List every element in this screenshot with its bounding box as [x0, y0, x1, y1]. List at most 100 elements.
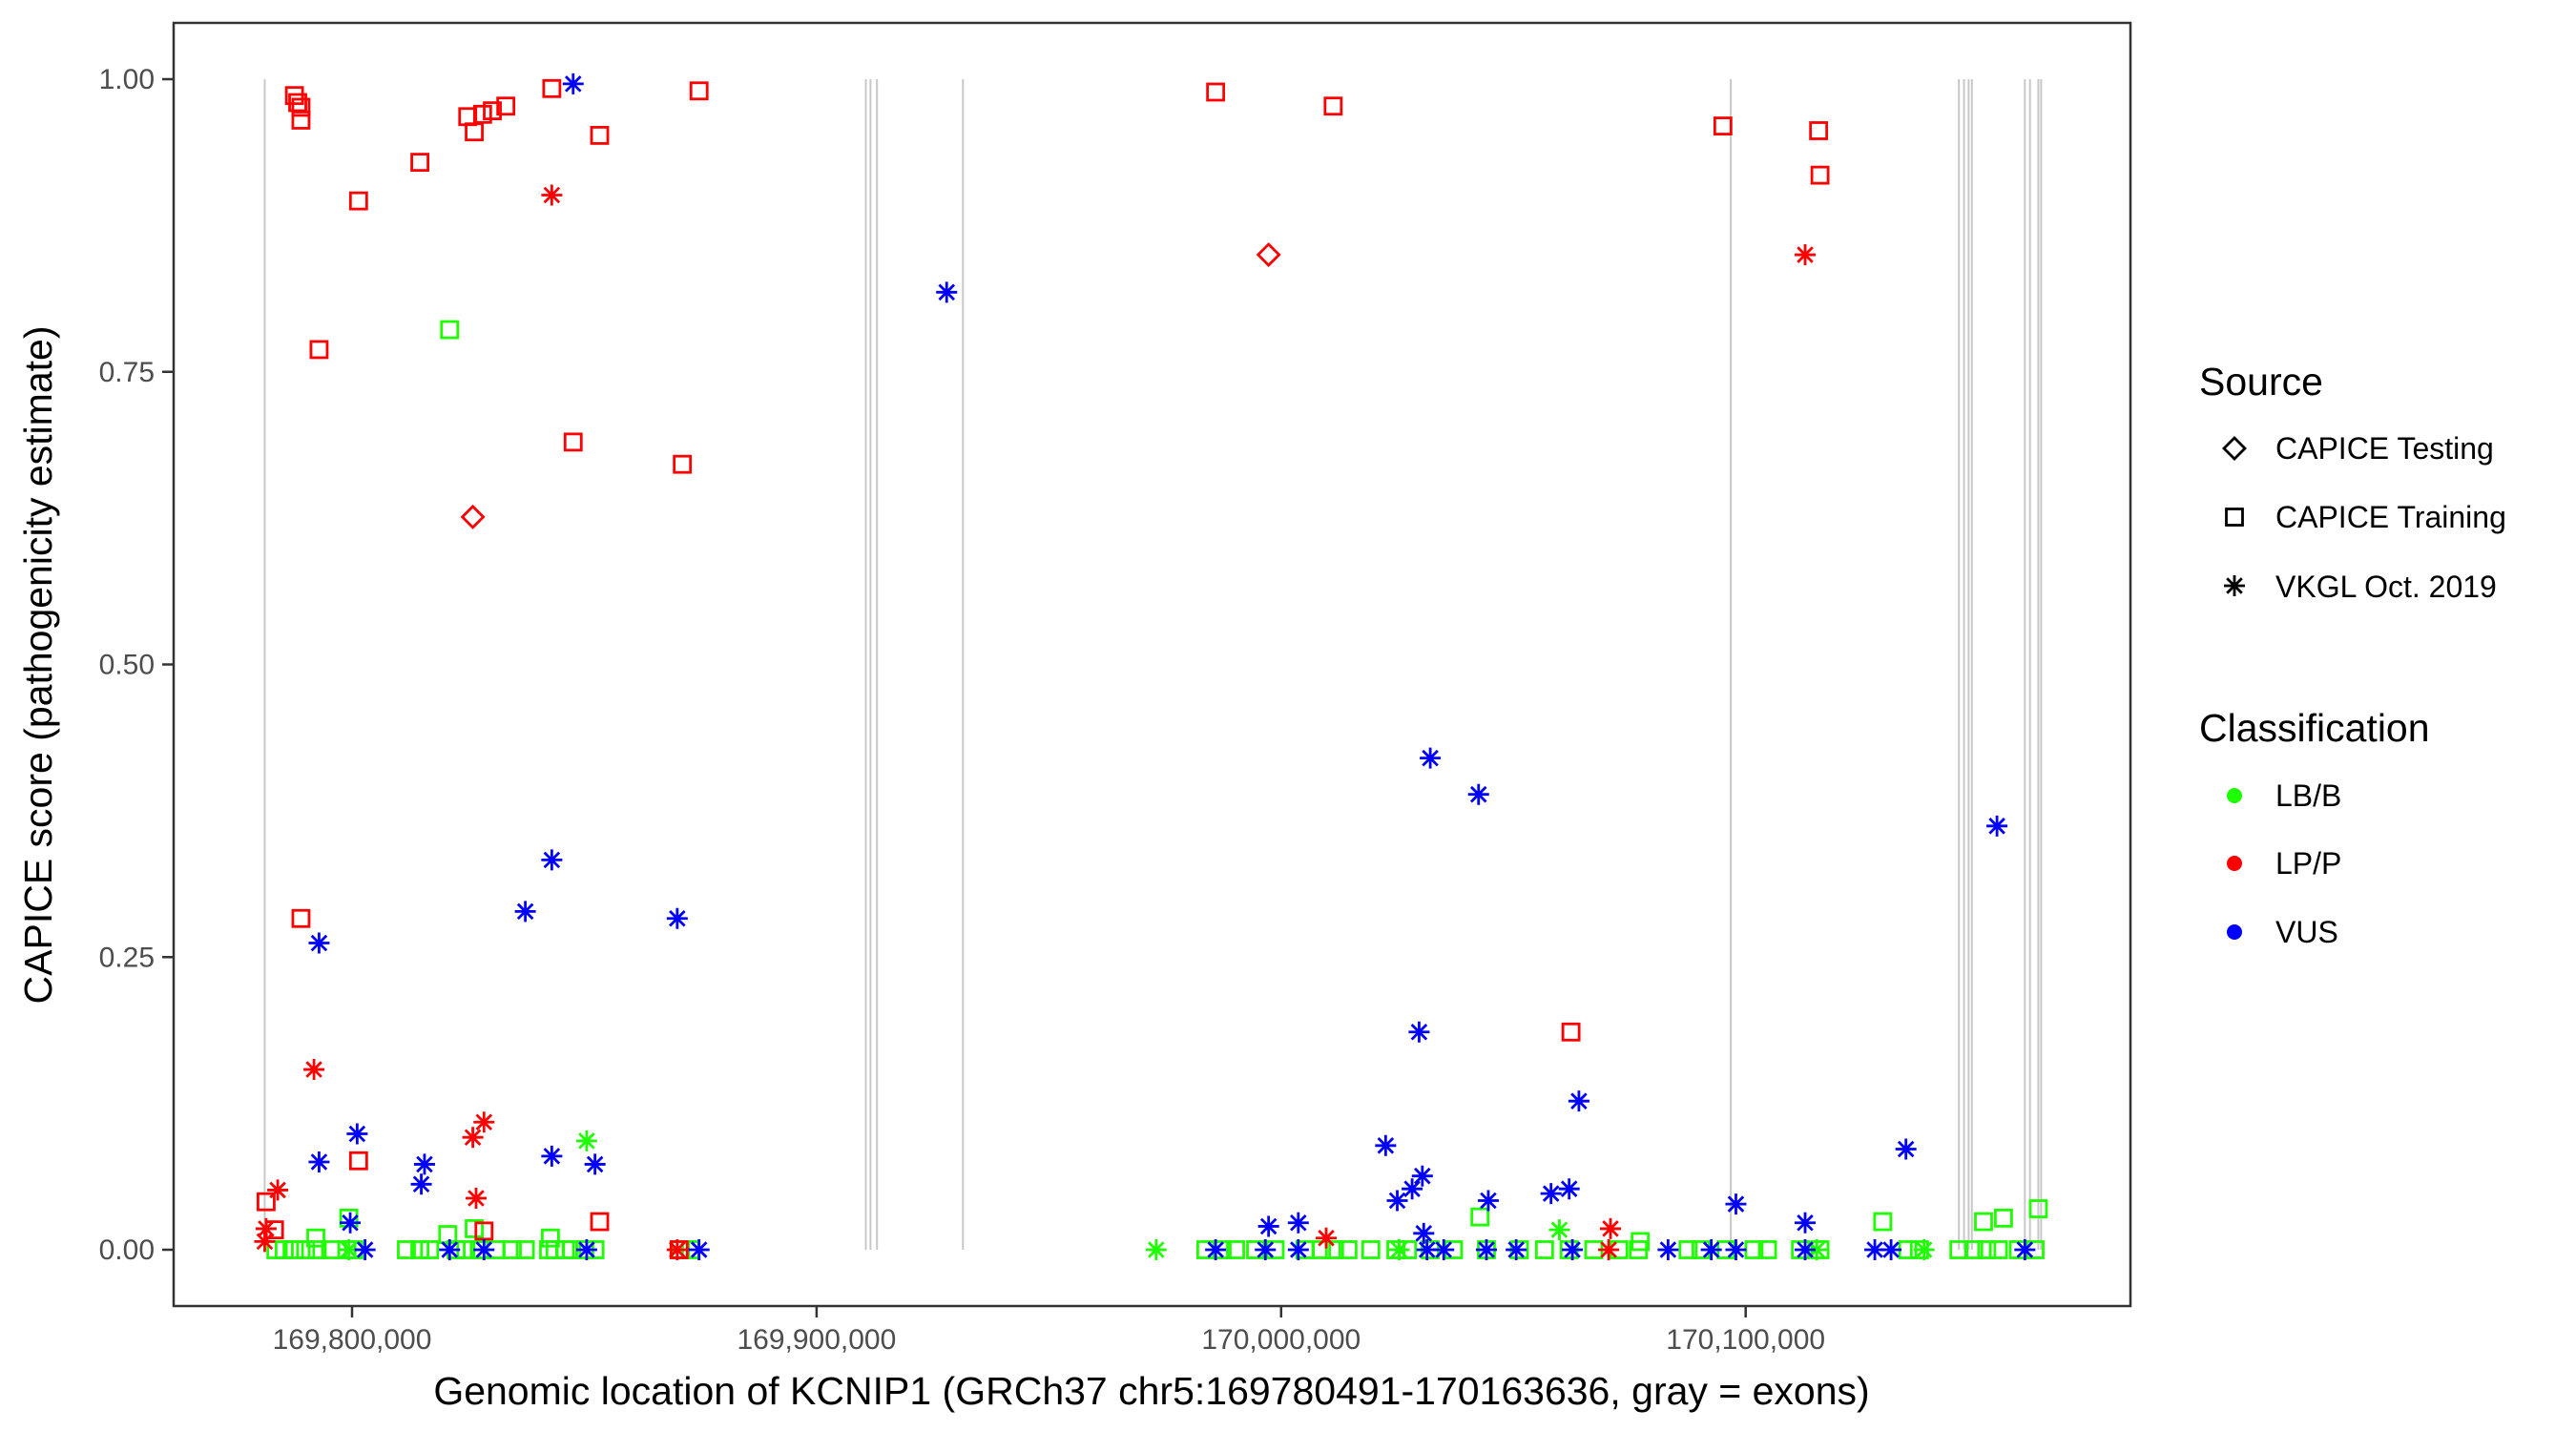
data-point: [1226, 1240, 1245, 1259]
data-point: [413, 1153, 435, 1175]
data-point: [1994, 1208, 2013, 1228]
y-tick-label: 0.50: [99, 650, 155, 681]
data-point: [308, 1151, 330, 1172]
data-point: [397, 1240, 416, 1259]
data-point: [542, 78, 562, 98]
data-point: [1895, 1138, 1917, 1160]
data-point: [1433, 1239, 1455, 1260]
data-point: [2028, 1199, 2048, 1218]
data-point: [483, 101, 502, 121]
data-point: [1256, 242, 1281, 268]
data-point: [1388, 1239, 1410, 1260]
data-point: [1558, 1178, 1580, 1200]
legend-label-lbb: LB/B: [2275, 778, 2341, 813]
data-point: [1631, 1232, 1651, 1252]
data-point: [1809, 121, 1829, 140]
data-point: [420, 1240, 440, 1259]
data-point: [1725, 1239, 1747, 1260]
data-point: [1986, 815, 2008, 837]
data-point: [1757, 1240, 1777, 1259]
data-point: [1255, 1239, 1277, 1260]
data-point: [1657, 1239, 1679, 1260]
data-point: [503, 1240, 522, 1259]
data-point: [1323, 96, 1343, 116]
legend-title-classification: Classification: [2199, 706, 2430, 750]
legend-key-asterisk-icon: [2224, 575, 2245, 596]
data-point: [1476, 1239, 1498, 1260]
data-point: [1974, 1212, 1993, 1232]
data-point: [1864, 1239, 1886, 1260]
data-point: [1810, 165, 1830, 185]
data-point: [339, 1208, 359, 1228]
data-point: [541, 849, 563, 871]
data-point: [439, 1239, 461, 1260]
data-point: [291, 97, 311, 117]
data-point: [473, 1111, 495, 1133]
data-point: [936, 281, 958, 303]
data-point: [1316, 1227, 1338, 1249]
data-point: [1145, 1239, 1167, 1260]
data-point: [1880, 1239, 1902, 1260]
legend-key-diamond-icon: [2222, 436, 2247, 461]
data-point: [1408, 1021, 1430, 1043]
x-axis-title: Genomic location of KCNIP1 (GRCh37 chr5:…: [433, 1369, 1869, 1413]
data-point: [1598, 1239, 1620, 1260]
data-point: [284, 1240, 304, 1259]
data-point: [1402, 1178, 1423, 1200]
data-point: [257, 1192, 276, 1212]
legend-label-vus: VUS: [2275, 915, 2338, 949]
data-point: [1795, 244, 1817, 266]
plot-panel-border: [172, 21, 2132, 1308]
data-point: [514, 901, 536, 923]
data-point: [1806, 1239, 1828, 1260]
legend: Source CAPICE Testing CAPICE Training VK…: [2199, 360, 2506, 949]
data-point: [541, 184, 563, 206]
data-point: [410, 153, 429, 173]
data-point: [1977, 1240, 1997, 1259]
data-point: [438, 1225, 458, 1244]
data-point: [590, 1212, 610, 1232]
data-point: [1725, 1193, 1747, 1215]
data-point: [688, 1239, 710, 1260]
data-point: [541, 1228, 560, 1248]
legend-key-color-dot: [2227, 856, 2242, 871]
data-point: [465, 122, 484, 142]
data-point: [584, 1153, 606, 1175]
data-point: [1413, 1222, 1435, 1244]
data-point: [307, 1240, 327, 1259]
data-point: [354, 1239, 376, 1260]
data-point: [1898, 1240, 1918, 1259]
data-point: [460, 504, 486, 529]
data-point: [1470, 1207, 1490, 1227]
data-point: [562, 73, 584, 94]
data-point: [296, 1240, 316, 1259]
data-point: [666, 907, 688, 929]
data-point: [575, 1239, 597, 1260]
data-point: [291, 111, 311, 130]
data-point: [590, 125, 610, 145]
data-point: [306, 1228, 325, 1248]
data-point: [541, 1145, 563, 1167]
y-tick-label: 0.00: [99, 1234, 155, 1266]
y-axis-ticks: 0.00 0.25 0.50 0.75 1.00: [99, 64, 174, 1266]
data-point: [515, 1240, 535, 1259]
data-point: [1988, 1240, 2008, 1259]
x-axis-ticks: 169,800,000 169,900,000 170,000,000 170,100…: [273, 1306, 1825, 1356]
data-point: [1795, 1212, 1817, 1234]
data-point: [1548, 1219, 1570, 1241]
data-point: [1477, 1190, 1499, 1212]
data-point: [1713, 116, 1733, 135]
data-point: [1600, 1217, 1622, 1239]
legend-label-lpp: LP/P: [2275, 846, 2341, 881]
data-point: [673, 454, 693, 474]
data-point: [563, 432, 583, 452]
data-point: [1411, 1165, 1433, 1187]
data-point: [1963, 1240, 1984, 1259]
data-point: [348, 1151, 368, 1171]
y-axis-title: CAPICE score (pathogenicity estimate): [16, 326, 60, 1005]
data-point: [1375, 1134, 1397, 1156]
data-point: [496, 96, 516, 116]
data-point: [1257, 1215, 1279, 1237]
legend-label-capice-testing: CAPICE Testing: [2275, 431, 2494, 466]
data-point: [1339, 1240, 1358, 1259]
